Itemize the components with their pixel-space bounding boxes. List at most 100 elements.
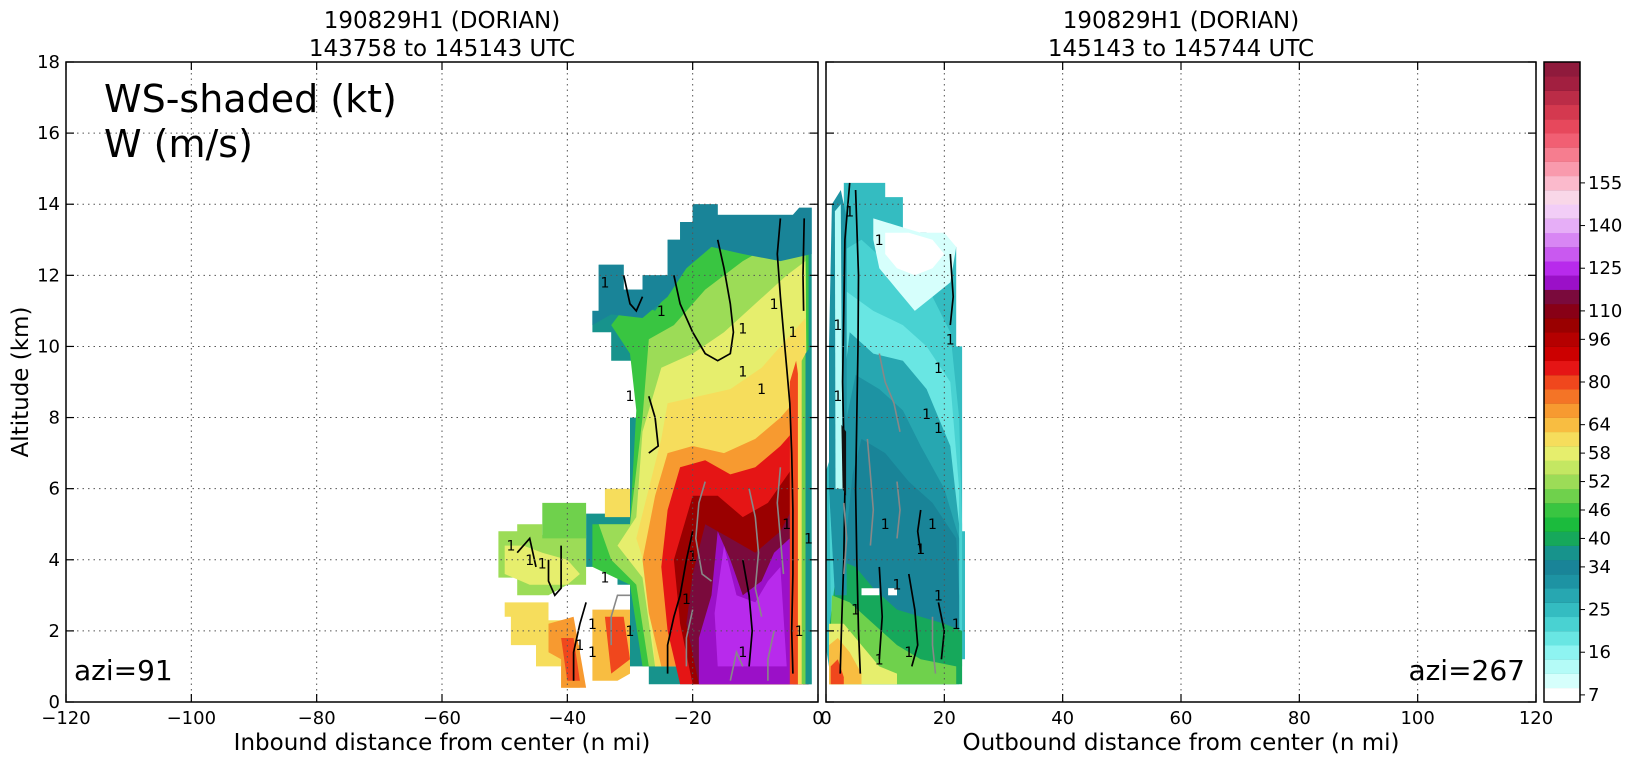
y-tick-label: 2: [49, 621, 60, 642]
colorbar-tick-label: 96: [1588, 329, 1611, 350]
y-tick-label: 10: [37, 336, 60, 357]
w-contour-label: 1: [851, 603, 860, 619]
colorbar-swatch: [1544, 659, 1580, 674]
w-contour-updraft: [741, 559, 754, 667]
w-contour-weak: [843, 502, 848, 575]
w-contour-updraft: [647, 395, 660, 454]
inbound-y-ticks: 0 2 4 6 8 10 12 14 16 18: [37, 52, 818, 713]
w-contour-label: 1: [506, 539, 515, 555]
colorbar-swatch: [1544, 104, 1580, 120]
x-tick-label: 0: [812, 708, 823, 729]
colorbar-tick-label: 155: [1588, 173, 1622, 194]
colorbar-swatch: [1544, 460, 1580, 475]
colorbar-swatch: [1544, 204, 1580, 219]
wind-speed-shade: [830, 659, 844, 685]
outbound-y-ticks: [826, 61, 1536, 703]
w-contour-updraft: [622, 275, 644, 313]
w-contour-label: 1: [682, 592, 691, 608]
w-contour-label: 1: [916, 542, 925, 558]
colorbar-swatch: [1544, 545, 1580, 561]
w-contour-label: 1: [893, 578, 902, 594]
colorbar-tick-label: 110: [1588, 301, 1622, 322]
colorbar-swatch: [1544, 502, 1580, 518]
x-tick-label: −100: [167, 708, 216, 729]
colorbar-tick-label: 140: [1588, 216, 1622, 237]
wind-speed-shade: [834, 204, 843, 489]
w-contour-updraft: [516, 536, 537, 568]
w-contour-label: 1: [833, 318, 842, 334]
colorbar-tick-label: 64: [1588, 415, 1611, 436]
y-axis-title: Altitude (km): [8, 307, 34, 458]
x-tick-label: 20: [933, 708, 956, 729]
outbound-azimuth-label: azi=267: [1408, 654, 1525, 687]
wind-speed-shade: [561, 638, 580, 681]
w-contour-weak: [685, 609, 694, 667]
inbound-azimuth-label: azi=91: [74, 654, 173, 687]
colorbar-swatch: [1544, 517, 1580, 532]
w-contour-label: 1: [525, 553, 534, 569]
w-contour-updraft: [572, 602, 587, 681]
w-contour-label: 1: [588, 645, 597, 661]
contour-annotation: W (m/s): [104, 122, 253, 166]
y-tick-label: 16: [37, 123, 60, 144]
w-contour-updraft: [854, 189, 862, 674]
x-tick-label: −20: [674, 708, 712, 729]
w-contour-updraft: [666, 531, 694, 674]
w-contour-label: 1: [738, 645, 747, 661]
x-tick-label: 100: [1400, 708, 1434, 729]
colorbar-swatch: [1544, 261, 1580, 276]
w-contour-label: 1: [795, 624, 804, 640]
w-contour-updraft: [776, 218, 794, 674]
w-contour-weak: [694, 481, 712, 582]
w-contour-weak: [776, 467, 785, 575]
colorbar-swatch: [1544, 190, 1580, 205]
inbound-title-line1: 190829H1 (DORIAN): [324, 8, 561, 34]
outbound-grid: [826, 62, 1536, 702]
colorbar-swatch: [1544, 645, 1580, 660]
w-contour-label: 1: [738, 364, 747, 380]
w-contour-label: 1: [952, 617, 961, 633]
w-contour-label: 1: [788, 325, 797, 341]
inbound-grid: [66, 62, 818, 702]
colorbar-swatch: [1544, 332, 1580, 347]
w-contour-label: 1: [804, 531, 813, 547]
wind-speed-shade: [861, 588, 880, 596]
colorbar-tick-label: 40: [1588, 528, 1611, 549]
w-contour-label: 1: [934, 361, 943, 377]
colorbar-swatch: [1544, 147, 1580, 162]
x-tick-label: −120: [41, 708, 90, 729]
colorbar-tick-label: 52: [1588, 472, 1611, 493]
colorbar-swatch: [1544, 232, 1580, 248]
y-tick-label: 8: [49, 408, 60, 429]
wind-speed-shade: [542, 502, 587, 539]
w-contour-weak: [748, 488, 763, 617]
colorbar-swatch: [1544, 602, 1580, 618]
w-contour-label: 1: [782, 517, 791, 533]
colorbar-swatch: [1544, 474, 1580, 490]
w-contour-label: 1: [934, 421, 943, 437]
w-contour-label: 1: [626, 624, 635, 640]
w-contour-label: 1: [845, 204, 854, 220]
w-contour-label: 1: [738, 322, 747, 338]
colorbar-tick-label: 58: [1588, 443, 1611, 464]
colorbar-swatch: [1544, 289, 1580, 305]
colorbar-swatch: [1544, 374, 1580, 390]
colorbar-swatch: [1544, 559, 1580, 575]
x-tick-label: 60: [1170, 708, 1193, 729]
colorbar-swatch: [1544, 76, 1580, 91]
colorbar-swatch: [1544, 133, 1580, 148]
w-contour-updraft: [949, 253, 955, 326]
colorbar-swatch: [1544, 446, 1580, 461]
colorbar-tick-label: 16: [1588, 642, 1611, 663]
x-tick-label: 120: [1519, 708, 1553, 729]
colorbar-swatch: [1544, 403, 1580, 418]
colorbar: 7 16 25 34 40 46 52 58 64 80 96 110 125 140 155: [1543, 61, 1622, 706]
colorbar-swatch: [1544, 275, 1580, 290]
outbound-x-ticks: 0 20 40 60 80 100 120: [820, 62, 1553, 729]
w-contour-weak: [866, 438, 875, 546]
outbound-x-axis-title: Outbound distance from center (n mi): [963, 730, 1400, 756]
inbound-title-line2: 143758 to 145143 UTC: [309, 36, 575, 62]
